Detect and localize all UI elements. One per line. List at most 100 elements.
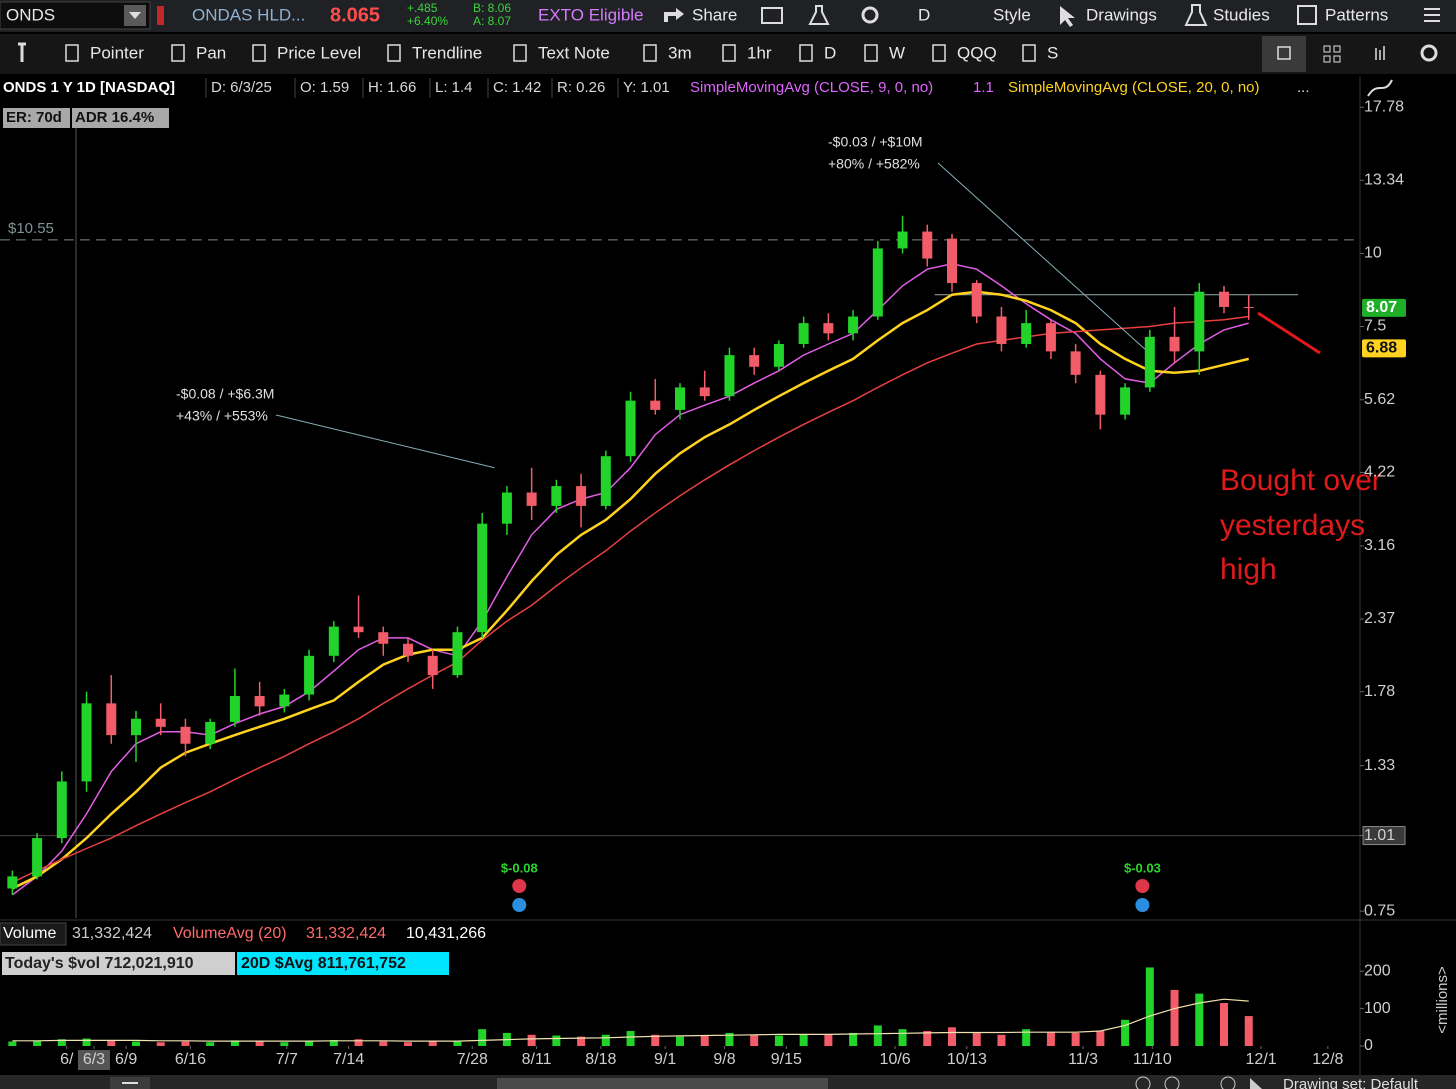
- scroll-thumb[interactable]: [497, 1078, 828, 1089]
- candle-body: [823, 323, 834, 334]
- share-icon: [664, 8, 684, 22]
- volume-bar: [1145, 967, 1154, 1046]
- drawings[interactable]: Drawings: [1086, 5, 1157, 24]
- tool[interactable]: Pan: [196, 43, 226, 62]
- earnings-icon[interactable]: [512, 879, 527, 893]
- dividend-icon[interactable]: [512, 898, 527, 912]
- y-tick-label: 13.34: [1364, 171, 1404, 188]
- layout-icon: [1277, 46, 1291, 60]
- tool[interactable]: 3m: [668, 43, 692, 62]
- y-tick-label: 10: [1364, 245, 1382, 262]
- candle-body: [650, 400, 661, 410]
- vol-avg-label: VolumeAvg (20): [173, 925, 287, 942]
- y-tick-label: 1.33: [1364, 757, 1395, 774]
- share[interactable]: Share: [692, 5, 737, 24]
- tool-icon[interactable]: [799, 44, 813, 62]
- tool-icon[interactable]: [1022, 44, 1036, 62]
- settings-icon[interactable]: [861, 6, 879, 24]
- volume-bar: [329, 1040, 338, 1046]
- volume-bar: [1220, 1002, 1228, 1046]
- volume-bar: [948, 1027, 956, 1046]
- badge-box: [3, 108, 70, 128]
- study-sma20: SimpleMovingAvg (CLOSE, 20, 0, no): [1008, 79, 1260, 96]
- tool[interactable]: Trendline: [412, 43, 482, 62]
- patterns[interactable]: Patterns: [1325, 5, 1388, 24]
- zoom-icon[interactable]: [1164, 1076, 1180, 1089]
- tool[interactable]: Text Note: [538, 43, 610, 62]
- tool-icon[interactable]: [932, 44, 946, 62]
- candle-body: [452, 632, 463, 676]
- tool[interactable]: W: [889, 43, 905, 62]
- layout-single[interactable]: [1262, 36, 1306, 72]
- tool-icon[interactable]: [387, 44, 401, 62]
- candle-body: [304, 655, 315, 695]
- chart-settings[interactable]: [1420, 44, 1438, 62]
- y-tick-label: 5.62: [1364, 391, 1395, 408]
- x-tick-label: 7/28: [457, 1051, 488, 1068]
- style[interactable]: Style: [993, 5, 1031, 24]
- scale-icon[interactable]: [1367, 79, 1393, 97]
- volume-bar: [873, 1025, 882, 1046]
- ohlc-field: D: 6/3/25: [211, 79, 272, 96]
- crosshair-icon[interactable]: [1220, 1076, 1236, 1089]
- tool-icon[interactable]: [171, 44, 185, 62]
- volume-bar: [1071, 1032, 1080, 1046]
- moving-average: [12, 315, 1249, 884]
- volume-bar: [651, 1034, 660, 1046]
- ohlc-field: H: 1.66: [368, 79, 416, 96]
- volume-bar: [1244, 1016, 1253, 1046]
- earnings-icon[interactable]: [1135, 879, 1150, 893]
- volume-bar: [404, 1042, 412, 1046]
- earnings-label: $-0.03: [1124, 860, 1161, 875]
- layout-grid[interactable]: [1323, 45, 1341, 63]
- x-tick-label: 7/14: [333, 1051, 364, 1068]
- flag[interactable]: [157, 6, 164, 25]
- y-tick-label: 7.5: [1364, 318, 1386, 335]
- drawing-set[interactable]: Drawing set: Default: [1283, 1076, 1419, 1089]
- tool[interactable]: D: [824, 43, 836, 62]
- tool[interactable]: S: [1047, 43, 1058, 62]
- tool-icon[interactable]: [722, 44, 736, 62]
- volume-bar: [601, 1034, 610, 1046]
- tool-icon[interactable]: [513, 44, 527, 62]
- volume-bar: [626, 1031, 635, 1046]
- badge: ER: 70d: [6, 109, 62, 126]
- zoom-icon[interactable]: [1135, 1076, 1151, 1089]
- aggregation[interactable]: D: [918, 5, 930, 24]
- menu-icon[interactable]: [1424, 8, 1440, 22]
- price-marker: [1362, 339, 1406, 358]
- candle-body: [1070, 351, 1081, 375]
- layout-bars[interactable]: [1375, 46, 1385, 60]
- tool[interactable]: 1hr: [747, 43, 772, 62]
- tool-icon[interactable]: [252, 44, 266, 62]
- vol-label-box: [0, 922, 67, 946]
- volume-bar: [305, 1040, 314, 1046]
- x-tick-label: 9/8: [713, 1051, 735, 1068]
- tool-icon[interactable]: [864, 44, 878, 62]
- pin-icon[interactable]: [18, 42, 26, 62]
- candle-body: [378, 632, 389, 644]
- tool-icon[interactable]: [65, 44, 79, 62]
- tool[interactable]: Price Level: [277, 43, 361, 62]
- candle-body: [749, 355, 760, 367]
- candle-body: [155, 718, 166, 727]
- candle-body: [1169, 336, 1180, 352]
- x-tick-label: 11/3: [1068, 1051, 1098, 1068]
- x-tick-label: 12/8: [1312, 1051, 1343, 1068]
- camera-icon[interactable]: [761, 7, 783, 24]
- dividend-icon[interactable]: [1135, 898, 1150, 912]
- volume-bar: [577, 1036, 586, 1046]
- exto[interactable]: EXTO Eligible: [538, 5, 644, 24]
- studies[interactable]: Studies: [1213, 5, 1270, 24]
- x-tick-label: 8/18: [585, 1051, 616, 1068]
- lab-icon[interactable]: [808, 5, 830, 25]
- candle-body: [1243, 306, 1254, 308]
- top-toolbar: [0, 0, 1456, 32]
- volume-bar: [181, 1041, 190, 1046]
- volume-bar: [107, 1040, 116, 1046]
- tool[interactable]: QQQ: [957, 43, 997, 62]
- drawing-toolbar: [0, 34, 1456, 74]
- play-icon[interactable]: [1250, 1078, 1262, 1089]
- tool-icon[interactable]: [643, 44, 657, 62]
- tool[interactable]: Pointer: [90, 43, 144, 62]
